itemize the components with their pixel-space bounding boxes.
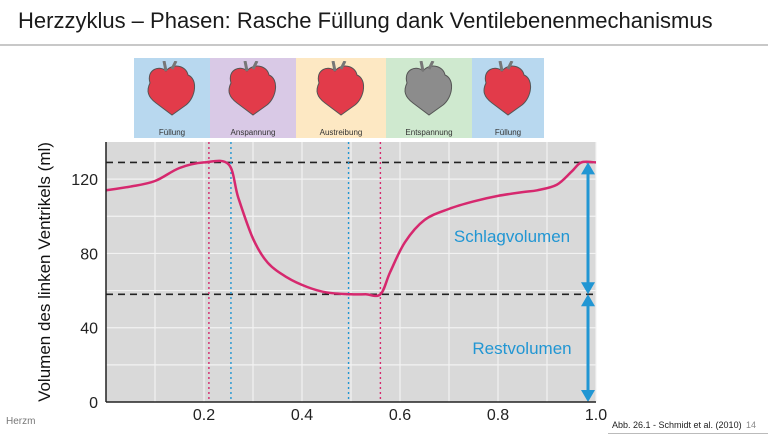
- phase-panel: Entspannung: [386, 58, 472, 138]
- arrow-head-down: [581, 282, 595, 295]
- restvolumen-label: Restvolumen: [472, 339, 571, 358]
- phase-panel: Anspannung: [210, 58, 296, 138]
- y-tick-label: 0: [89, 395, 98, 412]
- slide-title: Herzzyklus – Phasen: Rasche Füllung dank…: [18, 8, 713, 33]
- arrow-head-up: [581, 162, 595, 175]
- heart-icon: [228, 61, 276, 116]
- grid-lines: [106, 142, 597, 402]
- y-tick-label: 40: [80, 321, 98, 338]
- x-tick-label: 0.4: [291, 407, 313, 424]
- volume-arrows: [581, 162, 595, 402]
- phase-panel: Füllung: [472, 58, 544, 138]
- arrow-head-up: [581, 294, 595, 307]
- heart-icon: [147, 61, 195, 116]
- arrow-head-down: [581, 390, 595, 402]
- title-divider: [0, 44, 768, 46]
- phase-panel: Füllung: [134, 58, 210, 138]
- heart-icon: [316, 61, 364, 116]
- phase-label: Austreibung: [319, 128, 363, 137]
- phase-panel: Austreibung: [296, 58, 386, 138]
- y-tick-labels: 0 40 80 120: [71, 172, 98, 412]
- footer-text: Herzm: [6, 416, 36, 427]
- x-tick-labels: 0.2 0.4 0.6 0.8 1.0: [193, 407, 607, 424]
- schlagvolumen-label: Schlagvolumen: [454, 227, 570, 246]
- axes: [105, 142, 596, 403]
- x-tick-label: 1.0: [585, 407, 607, 424]
- x-tick-label: 0.8: [487, 407, 509, 424]
- phase-label: Füllung: [494, 128, 522, 137]
- y-axis-label: Volumen des linken Ventrikels (ml): [35, 142, 54, 402]
- heart-icon: [404, 61, 452, 116]
- x-tick-label: 0.2: [193, 407, 215, 424]
- x-tick-label: 0.6: [389, 407, 411, 424]
- y-tick-label: 120: [71, 172, 98, 189]
- y-tick-label: 80: [80, 246, 98, 263]
- volume-curve: [105, 159, 597, 298]
- heart-icon: [483, 61, 531, 116]
- phase-label: Anspannung: [230, 128, 276, 137]
- phase-strip: Füllung Anspannung Austreibung Entspannu…: [134, 58, 544, 138]
- page-number: 14: [746, 420, 757, 430]
- phase-label: Füllung: [158, 128, 186, 137]
- phase-label: Entspannung: [405, 128, 453, 137]
- source-citation: Abb. 26.1 - Schmidt et al. (2010): [612, 420, 742, 430]
